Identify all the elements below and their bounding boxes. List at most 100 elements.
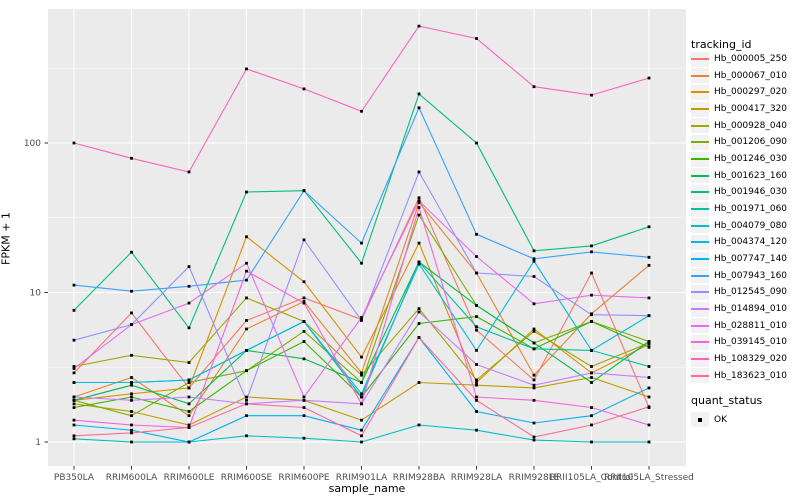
data-point	[72, 338, 76, 342]
data-point	[187, 426, 191, 429]
legend-item-label: Hb_000005_250	[714, 54, 788, 64]
legend-line-icon	[691, 274, 709, 277]
data-point	[72, 395, 76, 399]
legend-line-icon	[691, 74, 709, 77]
legend-item-label: Hb_001206_090	[714, 137, 788, 148]
x-tick-label: RRII105LA_Stressed	[604, 473, 694, 483]
legend-key-swatch	[691, 201, 709, 217]
legend-line-icon	[691, 258, 709, 261]
data-point	[532, 386, 536, 390]
data-point	[302, 357, 306, 361]
legend-line-icon	[691, 58, 709, 60]
data-point	[417, 199, 421, 203]
data-point	[590, 244, 593, 248]
legend-item-label: Hb_000297_020	[714, 87, 788, 98]
legend-item-label: Hb_007943_160	[714, 270, 788, 281]
data-point	[72, 434, 76, 438]
legend-key-swatch	[691, 284, 709, 300]
legend-key-swatch	[691, 84, 709, 100]
legend-item-Hb_108329_020: Hb_108329_020	[691, 351, 787, 368]
y-tick-label: 100	[24, 139, 41, 149]
legend-item-Hb_012545_090: Hb_012545_090	[691, 284, 787, 301]
data-point	[130, 398, 133, 402]
data-point	[417, 106, 421, 110]
data-point	[360, 373, 363, 377]
data-point	[590, 93, 593, 97]
data-point	[417, 336, 421, 339]
data-point	[475, 303, 478, 307]
legend-key-swatch	[691, 368, 709, 384]
data-point	[302, 238, 306, 242]
legend-item-label: OK	[714, 414, 727, 425]
data-point	[187, 423, 191, 427]
data-point	[360, 316, 363, 319]
data-point	[130, 440, 133, 444]
legend-item-Hb_001206_090: Hb_001206_090	[691, 134, 787, 151]
data-point	[647, 340, 651, 343]
data-point	[360, 355, 363, 359]
data-point	[302, 406, 306, 409]
data-point	[302, 280, 306, 284]
data-point	[245, 67, 248, 71]
legend-line-icon	[691, 341, 709, 344]
data-point	[72, 423, 76, 427]
legend-line-icon	[691, 224, 709, 227]
x-tick-label: RRIM928BA	[393, 473, 446, 483]
legend-key-swatch	[691, 351, 709, 367]
data-point	[72, 308, 76, 312]
data-point	[302, 398, 306, 402]
data-point	[245, 319, 248, 322]
legend-line-icon	[691, 191, 709, 194]
x-tick-label: PB350LA	[54, 473, 95, 483]
data-point	[590, 376, 593, 379]
y-axis-title: FPKM + 1	[0, 212, 13, 265]
legend-key-swatch	[691, 168, 709, 184]
data-point	[360, 381, 363, 384]
data-point	[187, 170, 191, 174]
legend-item-Hb_000067_010: Hb_000067_010	[691, 67, 787, 84]
data-point	[360, 319, 363, 322]
data-point	[245, 278, 248, 282]
data-point	[302, 320, 306, 323]
data-point	[417, 381, 421, 384]
legend-key-swatch	[691, 118, 709, 134]
legend-item-label: Hb_007747_140	[714, 254, 788, 265]
y-tick-label: 10	[30, 289, 42, 299]
data-point	[245, 296, 248, 300]
legend-item-label: Hb_000067_010	[714, 70, 788, 81]
data-point	[302, 296, 306, 300]
data-point	[187, 386, 191, 390]
data-point	[532, 398, 536, 402]
data-point	[360, 428, 363, 432]
legend-item-Hb_000005_250: Hb_000005_250	[691, 51, 787, 68]
legend-item-label: Hb_108329_020	[714, 354, 788, 365]
data-point	[417, 307, 421, 311]
data-point	[475, 37, 478, 40]
legend-item-label: Hb_001946_030	[714, 187, 788, 198]
data-point	[130, 383, 133, 387]
data-point	[417, 262, 421, 266]
data-point	[532, 275, 536, 278]
legend-item-label: Hb_028811_010	[714, 320, 788, 331]
legend-item-label: Hb_000928_040	[714, 120, 788, 131]
data-point	[360, 440, 363, 444]
data-point	[187, 395, 191, 399]
legend-item-label: Hb_004079_080	[714, 220, 788, 231]
data-point	[647, 365, 651, 368]
data-point	[475, 428, 478, 432]
data-point	[590, 423, 593, 427]
data-point	[130, 431, 133, 435]
data-point	[532, 259, 536, 263]
legend-item-Hb_000417_320: Hb_000417_320	[691, 101, 787, 118]
data-point	[245, 398, 248, 402]
data-point	[417, 201, 421, 204]
data-point	[647, 395, 651, 399]
data-point	[302, 340, 306, 343]
legend-item-Hb_004374_120: Hb_004374_120	[691, 234, 787, 251]
data-point	[360, 402, 363, 406]
data-point	[475, 378, 478, 382]
data-point	[417, 206, 421, 209]
data-point	[130, 414, 133, 418]
legend-item-label: Hb_004374_120	[714, 237, 788, 248]
data-point	[532, 373, 536, 377]
